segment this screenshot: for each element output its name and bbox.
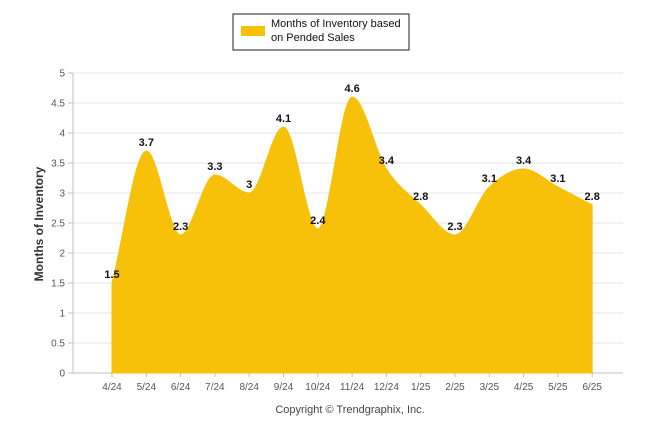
x-tick-label: 5/24 — [137, 382, 157, 393]
data-label: 4.6 — [344, 83, 359, 95]
x-axis-ticks: 4/24 5/24 6/24 7/24 8/24 9/24 10/24 11/24 12/24 1… — [102, 373, 602, 393]
data-label: 2.3 — [447, 221, 462, 233]
x-tick-label: 9/24 — [274, 382, 294, 393]
y-tick-label: 1 — [59, 309, 65, 320]
x-tick-label: 2/25 — [445, 382, 465, 393]
y-tick-label: 4.5 — [51, 99, 65, 110]
y-tick-label: 5 — [59, 69, 65, 80]
x-tick-label: 5/25 — [548, 382, 568, 393]
y-tick-label: 0.5 — [51, 339, 65, 350]
x-tick-label: 1/25 — [411, 382, 431, 393]
x-tick-label: 8/24 — [239, 382, 259, 393]
y-tick-label: 1.5 — [51, 279, 65, 290]
y-tick-label: 4 — [59, 129, 65, 140]
y-tick-label: 3.5 — [51, 159, 65, 170]
x-tick-label: 3/25 — [480, 382, 500, 393]
y-axis-ticks: 0 0.5 1 1.5 2 2.5 3 3.5 4 4.5 5 — [51, 69, 73, 380]
data-label: 3.7 — [139, 137, 154, 149]
legend: Months of Inventory based on Pended Sale… — [232, 13, 410, 51]
legend-label-line-1: Months of Inventory based — [271, 18, 401, 30]
data-label: 2.4 — [310, 215, 326, 227]
y-tick-label: 2.5 — [51, 219, 65, 230]
data-label: 2.3 — [173, 221, 188, 233]
x-tick-label: 4/24 — [102, 382, 122, 393]
data-label: 3 — [246, 179, 252, 191]
legend-swatch — [241, 26, 265, 36]
x-tick-label: 6/24 — [171, 382, 191, 393]
plot-area — [111, 96, 593, 374]
legend-label-line-2: on Pended Sales — [271, 32, 355, 44]
copyright-footer: Copyright © Trendgraphix, Inc. — [275, 404, 424, 416]
y-tick-label: 2 — [59, 249, 65, 260]
data-label: 3.1 — [550, 173, 565, 185]
data-label: 3.4 — [516, 155, 532, 167]
data-label: 2.8 — [585, 191, 600, 203]
x-tick-label: 10/24 — [305, 382, 330, 393]
x-tick-label: 4/25 — [514, 382, 534, 393]
data-label: 3.1 — [482, 173, 497, 185]
data-label: 3.3 — [207, 161, 222, 173]
x-tick-label: 6/25 — [582, 382, 602, 393]
data-labels: 1.5 3.7 2.3 3.3 3 4.1 2.4 4.6 3.4 2.8 2.3 3.1 3.4 3.1… — [104, 83, 599, 281]
data-label: 4.1 — [276, 113, 291, 125]
x-tick-label: 12/24 — [374, 382, 399, 393]
data-label: 2.8 — [413, 191, 428, 203]
y-axis-title: Months of Inventory — [32, 166, 46, 281]
y-tick-label: 3 — [59, 189, 65, 200]
data-label: 1.5 — [104, 269, 119, 281]
data-label: 3.4 — [379, 155, 395, 167]
x-tick-label: 7/24 — [205, 382, 225, 393]
y-tick-label: 0 — [59, 369, 65, 380]
x-tick-label: 11/24 — [340, 382, 365, 393]
series-area — [111, 96, 593, 374]
